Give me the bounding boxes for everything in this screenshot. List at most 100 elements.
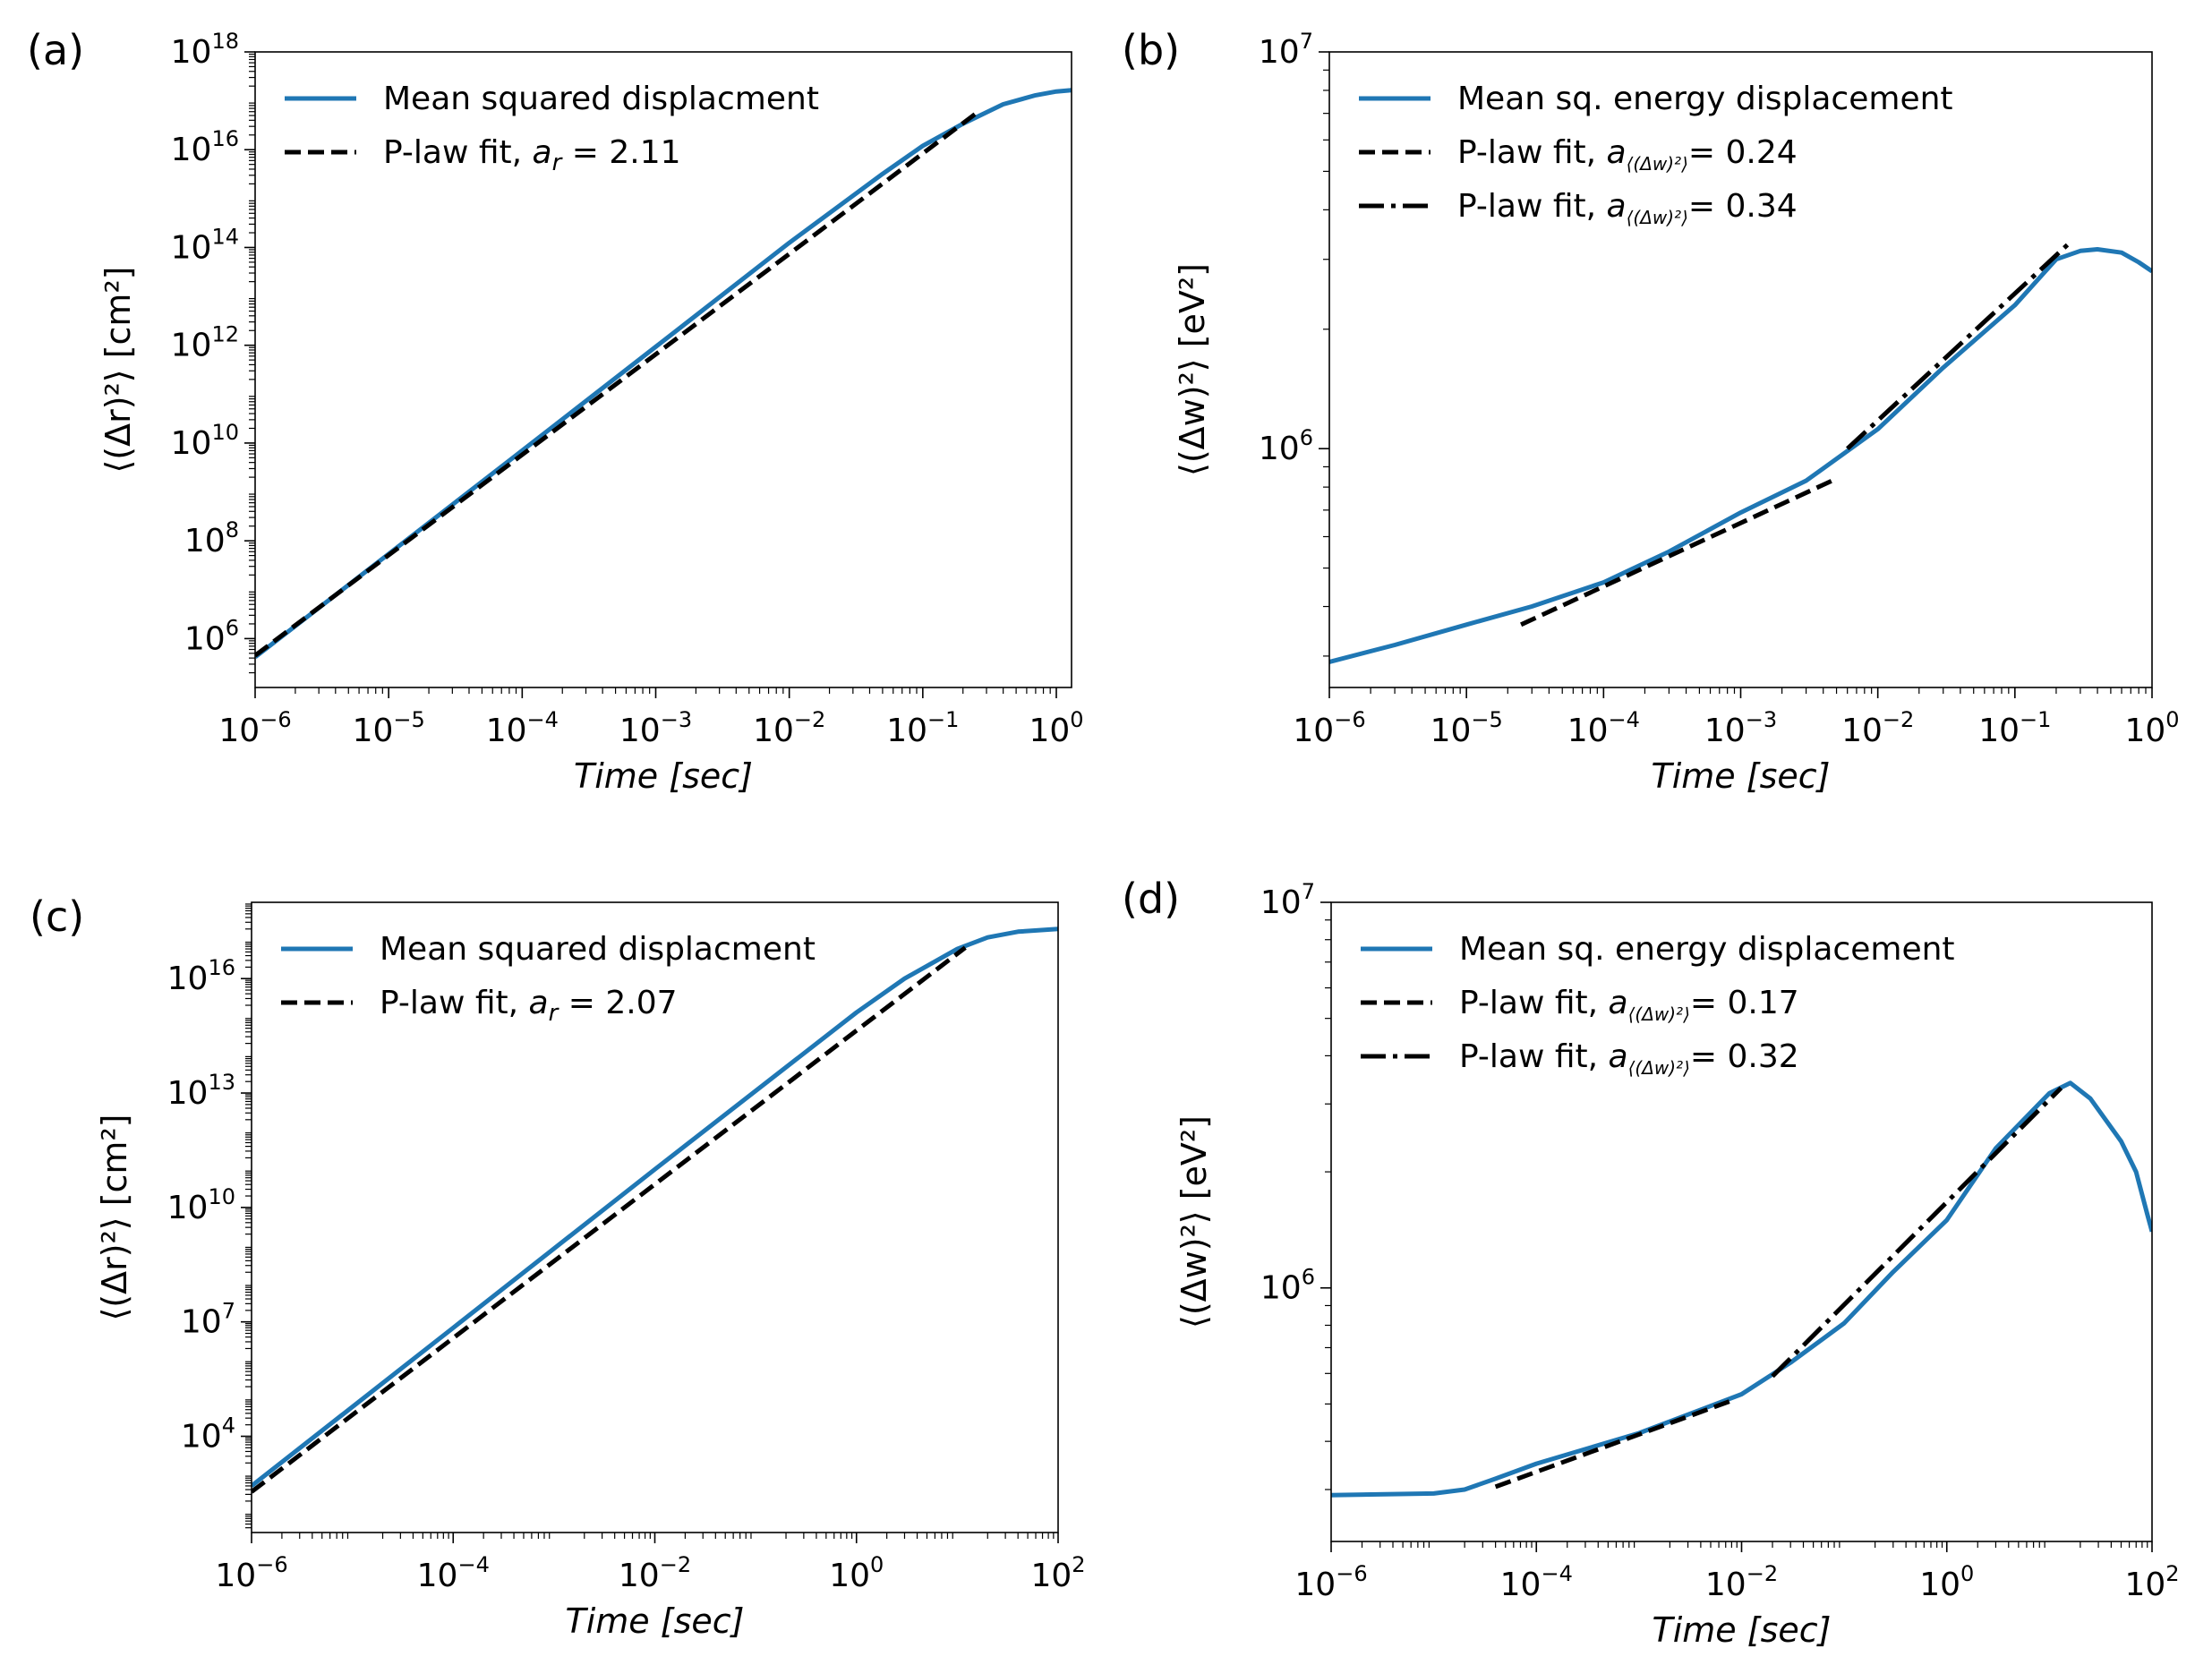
legend-entry: P-law fit, a⟨(Δw)²⟩= 0.24 [1457, 134, 1798, 175]
x-tick-label: 10−2 [753, 707, 825, 749]
x-tick-label: 10−1 [886, 707, 959, 749]
tick-base: 10 [1841, 713, 1883, 749]
tick-exponent: 10 [208, 1184, 235, 1209]
tick-exponent: 0 [870, 1552, 884, 1577]
series-line-main [255, 88, 1072, 659]
series-group [255, 88, 1072, 659]
tick-exponent: 7 [222, 1299, 235, 1324]
legend-fit-value: = 2.11 [561, 134, 680, 171]
tick-exponent: −6 [256, 1552, 287, 1577]
tick-base: 10 [353, 713, 394, 749]
tick-base: 10 [2124, 1567, 2165, 1603]
series-line-main [252, 926, 1058, 1488]
legend-fit-subscript: r [549, 1000, 560, 1027]
chart-panel-1: (a)10−6 10−5 10−4 10−3 10−2 10−1 1001061081010… [27, 26, 1084, 796]
tick-exponent: −5 [393, 707, 424, 732]
legend-fit-prefix: P-law fit, [380, 985, 529, 1021]
y-tick-label: 1016 [171, 126, 239, 168]
x-tick-label: 10−4 [486, 707, 559, 749]
series-group [1329, 241, 2152, 664]
legend-fit-symbol: a [533, 134, 552, 171]
tick-base: 10 [1260, 1270, 1302, 1307]
tick-base: 10 [215, 1558, 256, 1594]
chart-panel-3: (c)10−6 10−4 10−2 100 102104107101010131016T… [30, 892, 1086, 1641]
tick-base: 10 [753, 713, 794, 749]
tick-base: 10 [171, 34, 212, 71]
tick-base: 10 [1704, 713, 1746, 749]
x-tick-label: 10−6 [1293, 707, 1365, 749]
y-tick-label: 1013 [167, 1070, 235, 1112]
y-tick-label: 1010 [171, 420, 239, 462]
legend-fit-symbol: a [1607, 134, 1627, 171]
series-line-fit-2 [1771, 1086, 2063, 1379]
y-tick-label: 107 [1259, 29, 1313, 71]
tick-base: 10 [1030, 1558, 1072, 1594]
tick-base: 10 [1705, 1567, 1747, 1603]
tick-exponent: 7 [1300, 29, 1313, 54]
x-tick-label: 10−2 [1841, 707, 1914, 749]
tick-exponent: −4 [527, 707, 559, 732]
tick-base: 10 [171, 132, 212, 168]
tick-base: 10 [619, 713, 661, 749]
series-line-fit-1 [252, 945, 967, 1494]
series-group [1331, 1080, 2152, 1498]
minor-ticks [1323, 69, 2147, 694]
legend-fit-value: = 0.24 [1688, 134, 1798, 171]
legend-fit-prefix: P-law fit, [1457, 188, 1607, 225]
tick-exponent: −6 [1334, 707, 1365, 732]
x-tick-label: 100 [829, 1552, 884, 1594]
x-tick-label: 100 [1919, 1561, 1974, 1603]
tick-exponent: 18 [211, 29, 239, 54]
legend-entry: Mean sq. energy displacement [1459, 931, 1955, 968]
tick-exponent: −5 [1471, 707, 1502, 732]
legend-entry: P-law fit, a⟨(Δw)²⟩= 0.32 [1459, 1038, 1799, 1079]
legend-fit-subscript: ⟨(Δw)²⟩ [1628, 1057, 1690, 1079]
legend-fit-subscript: ⟨(Δw)²⟩ [1627, 153, 1688, 175]
panel-label: (c) [30, 892, 84, 941]
tick-exponent: 6 [226, 615, 239, 640]
panel-label: (b) [1122, 26, 1180, 74]
x-tick-label: 10−4 [1500, 1561, 1573, 1603]
tick-base: 10 [1260, 884, 1302, 921]
x-axis-label: Time [sec] [574, 756, 753, 796]
y-tick-label: 107 [1260, 879, 1315, 921]
panel-label: (a) [27, 26, 84, 74]
tick-exponent: 0 [2165, 707, 2179, 732]
series-line-fit-1 [1494, 1398, 1733, 1490]
legend-fit-subscript: ⟨(Δw)²⟩ [1628, 1003, 1690, 1025]
tick-base: 10 [1293, 713, 1334, 749]
tick-exponent: 0 [1070, 707, 1083, 732]
tick-base: 10 [829, 1558, 870, 1594]
chart-panel-2: (b)10−6 10−5 10−4 10−3 10−2 10−1 100106107Time… [1122, 26, 2180, 796]
tick-exponent: −1 [927, 707, 959, 732]
y-tick-label: 1016 [167, 955, 235, 997]
minor-ticks [245, 903, 1055, 1539]
x-tick-label: 10−3 [619, 707, 692, 749]
y-tick-label: 104 [181, 1413, 235, 1456]
y-tick-label: 106 [1260, 1265, 1315, 1307]
x-tick-label: 100 [2124, 707, 2179, 749]
legend-fit-prefix: P-law fit, [1457, 134, 1607, 171]
tick-exponent: −6 [1336, 1561, 1367, 1586]
tick-exponent: −4 [457, 1552, 489, 1577]
tick-exponent: −6 [260, 707, 291, 732]
legend-fit-subscript: ⟨(Δw)²⟩ [1627, 207, 1688, 228]
plot-frame [254, 51, 1072, 688]
x-tick-label: 10−3 [1704, 707, 1777, 749]
legend: Mean sq. energy displacement P-law fit, a… [1359, 81, 1953, 228]
y-axis-label: ⟨(Δw)²⟩ [eV²] [1174, 1115, 1214, 1328]
y-tick-label: 107 [181, 1299, 235, 1341]
series-group [252, 926, 1058, 1494]
tick-exponent: −3 [1746, 707, 1777, 732]
tick-exponent: 4 [222, 1413, 235, 1439]
y-tick-label: 1010 [167, 1184, 235, 1226]
legend-fit-value: = 0.34 [1688, 188, 1798, 225]
series-line-main [1329, 247, 2152, 664]
legend-entry: P-law fit, ar = 2.11 [383, 134, 681, 176]
x-tick-label: 10−1 [1978, 707, 2051, 749]
tick-base: 10 [171, 425, 212, 462]
legend-fit-symbol: a [529, 985, 549, 1021]
legend: Mean squared displacment P-law fit, ar = … [281, 931, 816, 1027]
tick-exponent: 0 [1960, 1561, 1974, 1586]
